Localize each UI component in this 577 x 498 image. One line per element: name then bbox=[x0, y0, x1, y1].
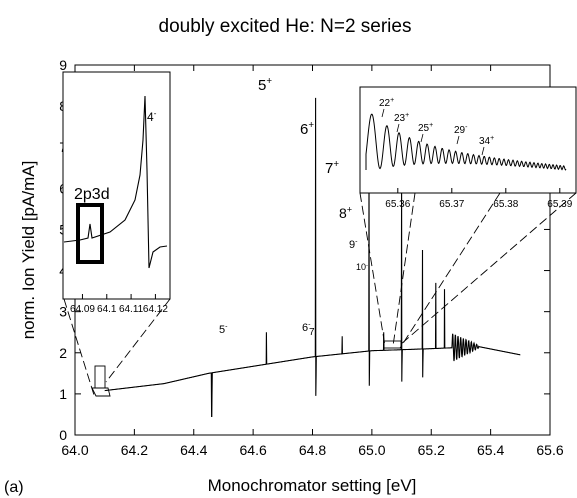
inset-left-box-label: 2p3d bbox=[74, 186, 110, 203]
inset-right-peak-label-1: 23+ bbox=[394, 112, 409, 124]
inset-right-line bbox=[365, 113, 567, 171]
y-tick-label-2: 2 bbox=[59, 345, 67, 361]
resonance-label-6: 5- bbox=[219, 323, 228, 336]
x-tick-label-8: 65.6 bbox=[536, 442, 563, 458]
inset-right-tick-label-3: 65.39 bbox=[547, 199, 572, 210]
zoom-connectors bbox=[63, 192, 577, 396]
connector-right-3 bbox=[399, 192, 501, 349]
resonance-label-2: 7+ bbox=[325, 159, 339, 177]
connector-left-2 bbox=[105, 298, 171, 383]
inset-left-ticks: 64.09 64.1 64.11 64.12 bbox=[70, 294, 168, 315]
y-axis-label: norm. Ion Yield [pA/mA] bbox=[19, 161, 38, 340]
x-tick-label-2: 64.4 bbox=[180, 442, 207, 458]
resonance-label-7: 6- bbox=[302, 321, 311, 334]
resonance-label-4: 9- bbox=[349, 238, 358, 251]
inset-right-labels: 22+23+ 25+ 29- 34+ bbox=[379, 97, 494, 156]
resonance-label-5: 10- bbox=[356, 262, 368, 272]
x-tick-group: 64.0 64.2 64.4 64.6 64.8 65.0 65.2 65.4 65.6 bbox=[61, 65, 564, 458]
inset-right-peak-label-2: 25+ bbox=[418, 122, 433, 134]
y-tick-label-0: 0 bbox=[59, 427, 67, 443]
inset-left-tick-label-1: 64.1 bbox=[97, 304, 117, 315]
inset-right-label-leader-2 bbox=[420, 133, 424, 143]
resonance-label-8: 7 bbox=[309, 327, 315, 338]
inset-right-frame bbox=[359, 86, 577, 194]
zoom-box-right bbox=[383, 340, 402, 349]
inset-left-tick-label-2: 64.11 bbox=[119, 304, 144, 315]
zoom-trapezoid-left bbox=[91, 387, 111, 397]
inset-left: 64.09 64.1 64.11 64.12 2p3d 4- bbox=[62, 71, 171, 315]
zoom-region-left bbox=[91, 365, 111, 397]
inset-right-peak-label-3: 29- bbox=[454, 124, 468, 136]
x-tick-label-5: 65.0 bbox=[358, 442, 385, 458]
main-series-line bbox=[104, 97, 521, 418]
inset-left-peak-label: 4- bbox=[147, 109, 157, 124]
inset-right: 65.36 65.37 65.38 65.39 22+23+ 25+ 29- 34+ bbox=[359, 86, 577, 210]
inset-left-tick-label-3: 64.12 bbox=[143, 304, 168, 315]
inset-right-tick-label-1: 65.37 bbox=[439, 199, 464, 210]
x-tick-label-7: 65.4 bbox=[477, 442, 504, 458]
chart-title: doubly excited He: N=2 series bbox=[159, 16, 412, 37]
inset-right-label-leader-3 bbox=[456, 135, 460, 145]
zoom-region-right bbox=[383, 340, 402, 349]
resonance-label-1: 6+ bbox=[300, 120, 314, 138]
inset-left-tick-label-0: 64.09 bbox=[70, 304, 95, 315]
inset-left-line bbox=[63, 95, 168, 269]
inset-right-peak-label-4: 34+ bbox=[479, 135, 494, 147]
inset-right-ticks: 65.36 65.37 65.38 65.39 bbox=[385, 188, 573, 210]
x-tick-label-4: 64.8 bbox=[299, 442, 326, 458]
resonance-labels: 5+ 6+ 7+ 8+ 9- 10- 5- 6-7 bbox=[219, 76, 368, 338]
inset-right-label-leader-4 bbox=[481, 146, 485, 156]
y-tick-label-1: 1 bbox=[59, 386, 67, 402]
inset-left-highlight-box bbox=[76, 203, 104, 264]
y-tick-label-3: 3 bbox=[59, 304, 67, 320]
resonance-label-0: 5+ bbox=[258, 76, 272, 94]
connector-left-1 bbox=[63, 298, 95, 396]
x-axis: 64.0 64.2 64.4 64.6 64.8 65.0 65.2 65.4 65.6 Mon… bbox=[4, 65, 564, 496]
inset-right-tick-label-2: 65.38 bbox=[493, 199, 518, 210]
panel-label: (a) bbox=[4, 479, 24, 496]
x-axis-label: Monochromator setting [eV] bbox=[208, 476, 417, 495]
inset-right-tick-label-0: 65.36 bbox=[385, 199, 410, 210]
x-tick-label-1: 64.2 bbox=[121, 442, 148, 458]
inset-right-peak-label-0: 22+ bbox=[379, 97, 394, 109]
inset-right-label-leader-1 bbox=[396, 123, 400, 133]
x-tick-label-0: 64.0 bbox=[61, 442, 88, 458]
y-tick-label-9: 9 bbox=[59, 57, 67, 73]
x-tick-label-6: 65.2 bbox=[418, 442, 445, 458]
zoom-box-left bbox=[94, 365, 106, 389]
inset-right-label-leader-0 bbox=[381, 108, 385, 118]
x-tick-label-3: 64.6 bbox=[240, 442, 267, 458]
resonance-label-3: 8+ bbox=[339, 204, 352, 221]
connector-right-2 bbox=[392, 192, 416, 347]
